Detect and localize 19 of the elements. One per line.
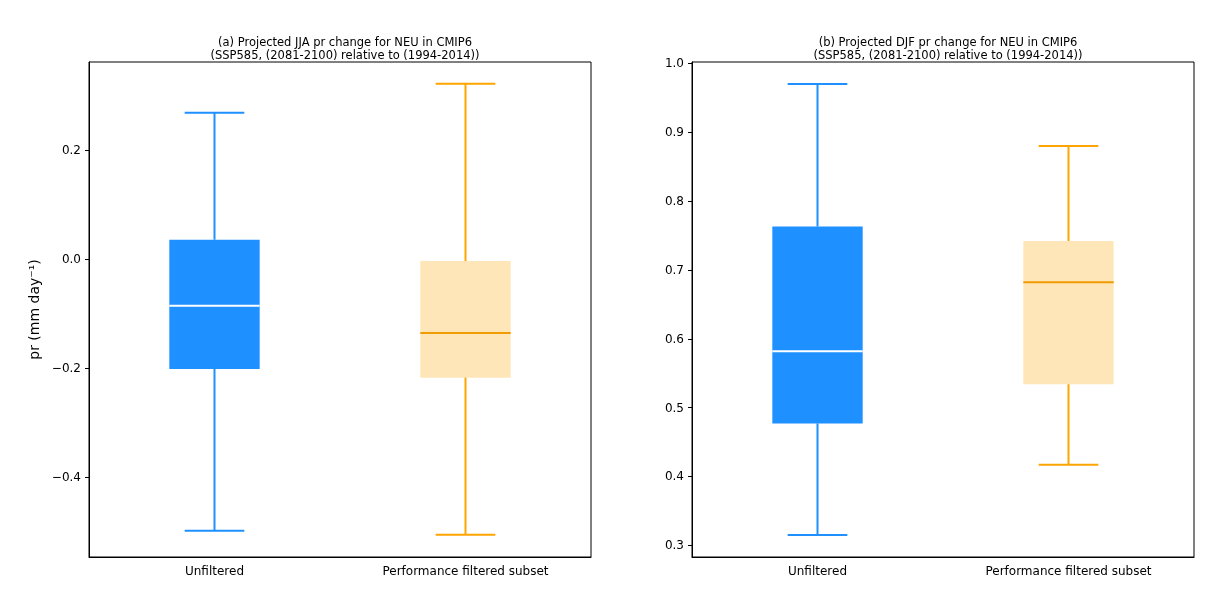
y-tick-label: 0.0 (61, 251, 81, 266)
chart-title: (b) Projected DJF pr change for NEU in CMIP6 (SSP585, (2081-2100) relative to (1994-2014)) (813, 34, 1083, 62)
y-tick-label: −0.2 (51, 360, 81, 375)
x-tick-label: Performance filtered subset (382, 564, 549, 578)
y-tick-label: 0.4 (664, 469, 684, 484)
y-tick-label: 0.2 (61, 142, 81, 157)
y-tick-label: 0.5 (664, 400, 684, 415)
x-tick-label: Performance filtered subset (985, 564, 1152, 578)
y-tick-label: 0.3 (664, 538, 684, 553)
y-tick-label: 0.9 (664, 125, 684, 140)
chart-title: (a) Projected JJA pr change for NEU in CMIP6 (SSP585, (2081-2100) relative to (1994-2014)) (210, 34, 480, 62)
y-tick-label: 0.8 (664, 194, 684, 209)
y-tick-label: 0.7 (664, 262, 684, 277)
y-tick-label: −0.4 (51, 469, 81, 484)
x-tick-label: Unfiltered (787, 564, 848, 578)
y-axis-title: pr (mm day⁻¹) (25, 259, 42, 360)
y-tick-label: 1.0 (664, 56, 684, 71)
y-tick-label: 0.6 (664, 331, 684, 346)
x-tick-label: Unfiltered (184, 564, 245, 578)
